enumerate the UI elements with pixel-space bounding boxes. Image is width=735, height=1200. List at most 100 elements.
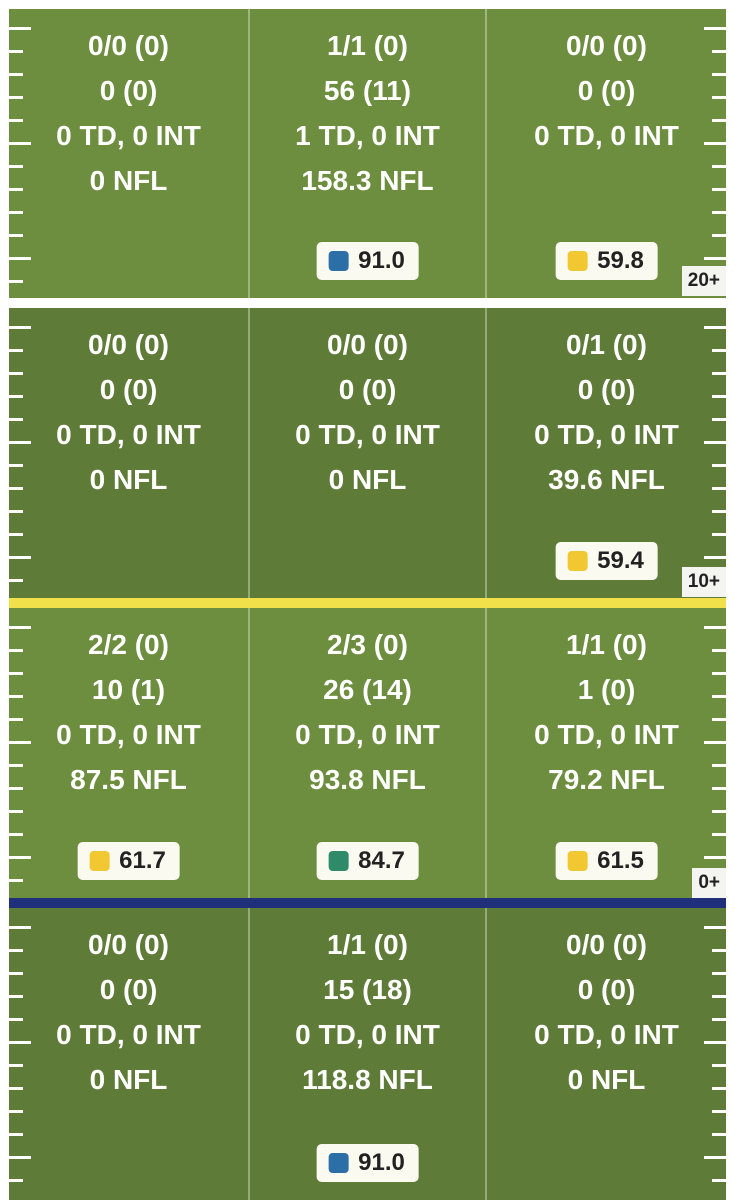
yards: 0 (0) — [99, 374, 158, 405]
yard-tick — [9, 280, 23, 283]
yard-tick — [9, 972, 23, 975]
yard-tick — [9, 1018, 23, 1021]
yard-tick — [712, 533, 726, 536]
nfl-rating: 39.6 NFL — [548, 464, 665, 495]
yard-tick — [9, 349, 23, 352]
grade-badge: 59.4 — [555, 542, 658, 580]
yard-marker-0: 0+ — [692, 868, 726, 898]
cell-intermediate-middle[interactable]: 0/0 (0) 0 (0) 0 TD, 0 INT 0 NFL — [248, 308, 487, 598]
yard-tick — [9, 1087, 23, 1090]
yard-tick — [9, 533, 23, 536]
yard-tick — [9, 672, 23, 675]
yard-tick — [712, 833, 726, 836]
yard-tick — [712, 96, 726, 99]
yard-tick — [9, 211, 23, 214]
yard-tick — [9, 626, 31, 629]
divider-white — [9, 298, 726, 308]
yard-tick — [9, 73, 23, 76]
zone-10-plus: 0/0 (0) 0 (0) 0 TD, 0 INT 0 NFL 0/0 (0) … — [9, 308, 726, 598]
nfl-rating — [487, 158, 726, 203]
yards: 0 (0) — [577, 75, 636, 106]
yard-tick — [712, 649, 726, 652]
yard-tick — [704, 1041, 726, 1044]
cell-short-right[interactable]: 1/1 (0) 1 (0) 0 TD, 0 INT 79.2 NFL 61.5 — [487, 608, 726, 898]
first-down-line — [9, 598, 726, 608]
yard-tick — [9, 464, 23, 467]
yard-tick — [712, 395, 726, 398]
yard-tick — [9, 833, 23, 836]
yard-tick — [9, 856, 31, 859]
yard-tick — [9, 879, 23, 882]
yard-tick — [712, 949, 726, 952]
yard-tick — [9, 418, 23, 421]
yard-tick — [9, 949, 23, 952]
yards: 56 (11) — [323, 75, 412, 106]
td-int: 0 TD, 0 INT — [56, 419, 201, 450]
yard-ticks-left — [9, 608, 31, 898]
completions: 0/1 (0) — [566, 329, 647, 360]
yard-tick — [9, 487, 23, 490]
yard-tick — [9, 326, 31, 329]
completions: 0/0 (0) — [88, 30, 169, 61]
cell-short-middle[interactable]: 2/3 (0) 26 (14) 0 TD, 0 INT 93.8 NFL 84.… — [248, 608, 487, 898]
grade-value: 59.4 — [597, 547, 644, 574]
yard-tick — [9, 50, 23, 53]
yard-tick — [9, 234, 23, 237]
yard-tick — [9, 926, 31, 929]
yard-tick — [9, 142, 31, 145]
grade-value: 61.7 — [119, 847, 166, 874]
completions: 0/0 (0) — [88, 329, 169, 360]
td-int: 0 TD, 0 INT — [534, 419, 679, 450]
yard-tick — [9, 556, 31, 559]
cell-deep-right[interactable]: 0/0 (0) 0 (0) 0 TD, 0 INT 59.8 — [487, 9, 726, 298]
grade-value: 61.5 — [597, 847, 644, 874]
td-int: 0 TD, 0 INT — [56, 120, 201, 151]
zone-0-plus: 2/2 (0) 10 (1) 0 TD, 0 INT 87.5 NFL 61.7… — [9, 608, 726, 898]
yard-tick — [712, 1110, 726, 1113]
grade-swatch — [328, 251, 349, 271]
nfl-rating: 93.8 NFL — [309, 764, 426, 795]
yards: 0 (0) — [99, 75, 158, 106]
cell-behind-left[interactable]: 0/0 (0) 0 (0) 0 TD, 0 INT 0 NFL — [9, 908, 248, 1200]
yard-tick — [9, 718, 23, 721]
cell-intermediate-left[interactable]: 0/0 (0) 0 (0) 0 TD, 0 INT 0 NFL — [9, 308, 248, 598]
grade-value: 84.7 — [358, 847, 405, 874]
cell-deep-middle[interactable]: 1/1 (0) 56 (11) 1 TD, 0 INT 158.3 NFL 91… — [248, 9, 487, 298]
yard-tick — [9, 1064, 23, 1067]
yard-tick — [9, 165, 23, 168]
yards: 0 (0) — [577, 374, 636, 405]
grade-swatch — [567, 551, 588, 571]
passing-zone-field: 0/0 (0) 0 (0) 0 TD, 0 INT 0 NFL 1/1 (0) … — [9, 9, 726, 1200]
nfl-rating: 79.2 NFL — [548, 764, 665, 795]
cell-short-left[interactable]: 2/2 (0) 10 (1) 0 TD, 0 INT 87.5 NFL 61.7 — [9, 608, 248, 898]
cell-behind-right[interactable]: 0/0 (0) 0 (0) 0 TD, 0 INT 0 NFL — [487, 908, 726, 1200]
yard-tick — [712, 718, 726, 721]
yard-ticks-right — [704, 9, 726, 298]
grade-badge: 61.7 — [77, 842, 180, 880]
yards: 0 (0) — [338, 374, 397, 405]
yard-tick — [9, 372, 23, 375]
yard-tick — [712, 188, 726, 191]
grade-badge: 84.7 — [316, 842, 419, 880]
cell-intermediate-right[interactable]: 0/1 (0) 0 (0) 0 TD, 0 INT 39.6 NFL 59.4 — [487, 308, 726, 598]
grade-value: 59.8 — [597, 247, 644, 274]
yard-tick — [704, 27, 726, 30]
yards: 26 (14) — [323, 674, 412, 705]
yard-tick — [9, 995, 23, 998]
yard-tick — [712, 1087, 726, 1090]
yard-tick — [704, 142, 726, 145]
yard-tick — [712, 787, 726, 790]
nfl-rating: 87.5 NFL — [70, 764, 187, 795]
yard-tick — [9, 810, 23, 813]
completions: 0/0 (0) — [327, 329, 408, 360]
yard-tick — [9, 579, 23, 582]
cell-behind-middle[interactable]: 1/1 (0) 15 (18) 0 TD, 0 INT 118.8 NFL 91… — [248, 908, 487, 1200]
yard-tick — [712, 372, 726, 375]
grade-badge: 91.0 — [316, 242, 419, 280]
zone-20-plus: 0/0 (0) 0 (0) 0 TD, 0 INT 0 NFL 1/1 (0) … — [9, 9, 726, 298]
nfl-rating: 0 NFL — [567, 1064, 646, 1095]
yards: 1 (0) — [577, 674, 636, 705]
cell-deep-left[interactable]: 0/0 (0) 0 (0) 0 TD, 0 INT 0 NFL — [9, 9, 248, 298]
yard-ticks-right — [704, 908, 726, 1200]
yards: 0 (0) — [99, 974, 158, 1005]
